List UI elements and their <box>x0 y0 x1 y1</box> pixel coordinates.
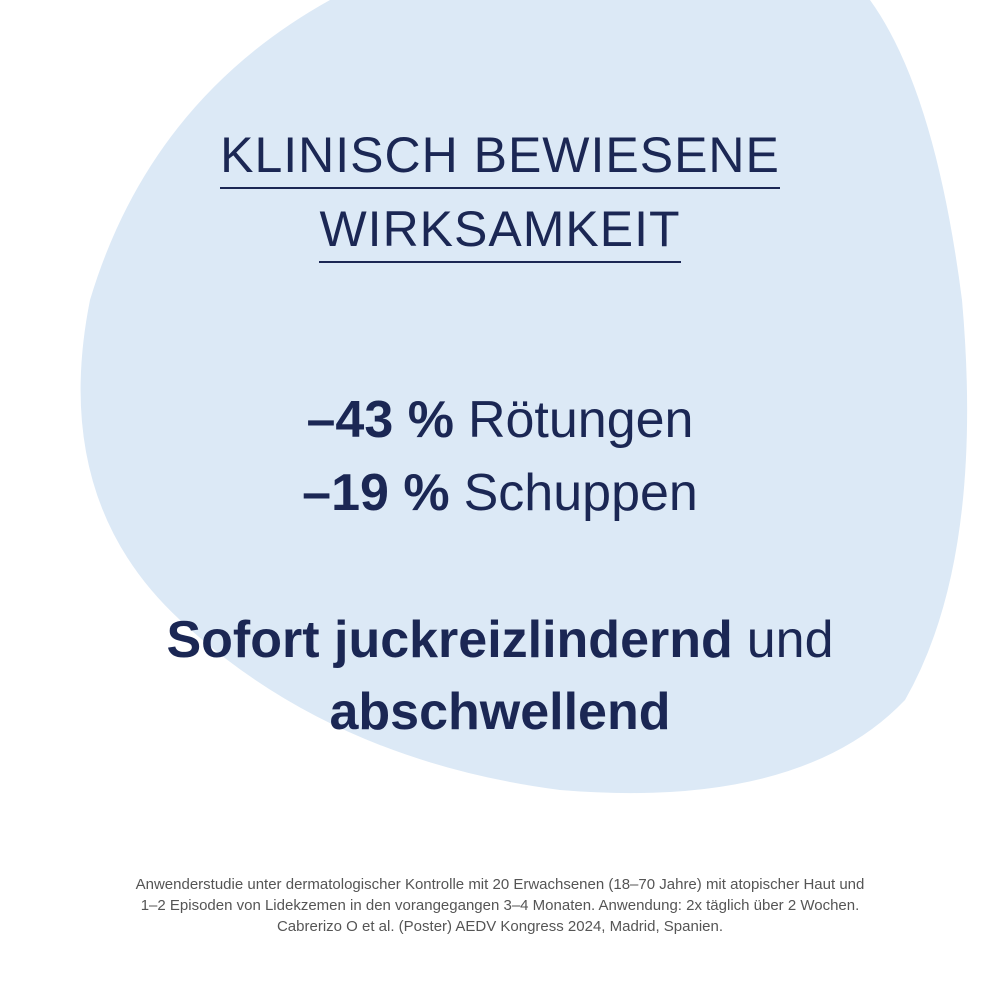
stat: –19 % Schuppen <box>0 463 1000 523</box>
stat-label: Rötungen <box>467 391 694 449</box>
claim-bold: Sofort juckreizlindernd <box>166 611 733 669</box>
blob <box>80 0 968 794</box>
title-text: KLINISCH BEWIESENE <box>220 128 780 189</box>
footnote: Anwenderstudie unter dermatologischer Ko… <box>135 876 865 893</box>
title-line: WIRKSAMKEIT <box>0 202 1000 263</box>
footnote: 1–2 Episoden von Lidekzemen in den voran… <box>140 897 860 914</box>
claim: abschwellend <box>0 682 1000 742</box>
footnote: Cabrerizo O et al. (Poster) AEDV Kongres… <box>276 918 724 935</box>
title-text: WIRKSAMKEIT <box>319 202 681 263</box>
claim-bold: abschwellend <box>329 683 671 741</box>
stat-label: Schuppen <box>463 464 698 522</box>
claim-normal: und <box>746 611 834 669</box>
stat-value: –19 % <box>302 464 450 522</box>
stat-value: –43 % <box>306 391 454 449</box>
claim: Sofort juckreizlindernd und <box>0 610 1000 670</box>
title-line: KLINISCH BEWIESENE <box>0 128 1000 189</box>
stat: –43 % Rötungen <box>0 390 1000 450</box>
